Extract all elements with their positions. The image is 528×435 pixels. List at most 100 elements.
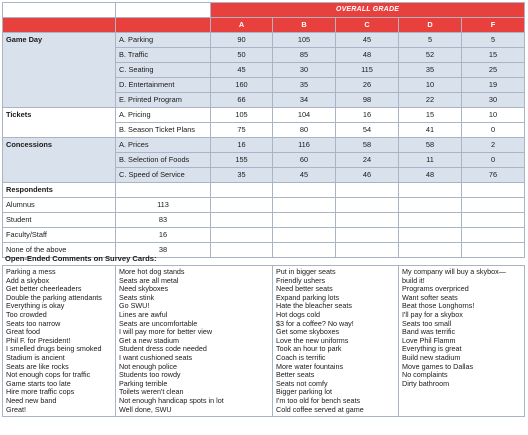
grade-count-cell: 2 <box>461 137 525 153</box>
comment-line: Expand parking lots <box>276 293 340 302</box>
grade-row: B. Season Ticket Plans 75 80 54 41 0 <box>3 122 525 138</box>
comment-line: I smelled drugs being smoked <box>6 345 102 354</box>
comment-line: Parking terrible <box>119 379 168 388</box>
grade-count-cell: 54 <box>335 122 399 138</box>
comment-line: Friendly ushers <box>276 276 326 285</box>
comment-line: My company will buy a skybox— <box>402 268 506 276</box>
item-label: B. Selection of Foods <box>115 152 211 168</box>
empty-cell <box>210 182 273 198</box>
empty-cell <box>210 197 273 213</box>
comment-line: Want softer seats <box>402 293 458 302</box>
header-blank-cell <box>115 17 211 33</box>
grade-header-d: D <box>398 17 462 33</box>
grade-count-cell: 58 <box>398 137 462 153</box>
empty-cell <box>272 212 336 228</box>
header-blank-cell <box>2 17 116 33</box>
comment-line: Programs overpriced <box>402 285 469 294</box>
item-label: A. Pricing <box>115 107 211 123</box>
comment-line: Hot dogs cold <box>276 310 320 319</box>
empty-cell <box>335 197 399 213</box>
empty-cell <box>398 227 462 243</box>
comment-line: Great food <box>6 328 40 337</box>
comment-line: Parking a mess <box>6 268 56 276</box>
grade-count-cell: 76 <box>461 167 525 183</box>
comment-line: I want cushioned seats <box>119 353 193 362</box>
grade-count-cell: 22 <box>398 92 462 108</box>
grade-count-cell: 85 <box>272 47 336 63</box>
empty-cell <box>461 197 525 213</box>
comment-line: Double the parking attendants <box>6 293 102 302</box>
grade-count-cell: 48 <box>335 47 399 63</box>
empty-cell <box>210 227 273 243</box>
grade-count-cell: 11 <box>398 152 462 168</box>
comment-line: I'll pay for a skybox <box>402 310 463 319</box>
grade-count-cell: 5 <box>461 32 525 48</box>
grade-count-cell: 58 <box>335 137 399 153</box>
comments-column: My company will buy a skybox— build it! Pr… <box>398 264 525 418</box>
comment-line: Add a skybox <box>6 276 50 285</box>
empty-cell <box>461 227 525 243</box>
comments-column: More hot dog stands Seats are all metal Ne… <box>115 264 273 418</box>
grade-count-cell: 25 <box>461 62 525 78</box>
item-label: D. Entertainment <box>115 77 211 93</box>
grade-count-cell: 50 <box>210 47 273 63</box>
comment-line: Seats not comfy <box>276 379 328 388</box>
empty-cell <box>272 227 336 243</box>
empty-cell <box>398 212 462 228</box>
grade-count-cell: 35 <box>398 62 462 78</box>
comment-line: Game starts too late <box>6 379 71 388</box>
grade-count-cell: 46 <box>335 167 399 183</box>
comments-title: Open-Ended Comments on Survey Cards: <box>5 254 157 263</box>
respondent-label: None of the above <box>2 242 116 258</box>
grade-count-cell: 155 <box>210 152 273 168</box>
comment-line: I'm too old for bench seats <box>276 396 361 405</box>
category-label: Game Day <box>2 32 116 108</box>
grade-header-c: C <box>335 17 399 33</box>
grade-count-cell: 48 <box>398 167 462 183</box>
item-label: B. Traffic <box>115 47 211 63</box>
grade-count-cell: 45 <box>272 167 336 183</box>
grade-count-cell: 105 <box>210 107 273 123</box>
comment-line: Need skyboxes <box>119 285 169 294</box>
comments-row: Parking a mess Add a skybox Get better che… <box>2 264 525 418</box>
grade-count-cell: 90 <box>210 32 273 48</box>
grade-count-cell: 10 <box>461 107 525 123</box>
respondent-row: None of the above 38 <box>2 242 525 258</box>
grade-count-cell: 0 <box>461 122 525 138</box>
item-label: E. Printed Program <box>115 92 211 108</box>
comment-line: Dirty bathroom <box>402 379 450 388</box>
comment-line: Seats are like rocks <box>6 362 69 371</box>
comment-line: Seats too narrow <box>6 319 61 328</box>
comment-line: Phil F. for President! <box>6 336 71 345</box>
respondent-count: 16 <box>115 227 211 243</box>
grade-count-cell: 10 <box>398 77 462 93</box>
item-label: C. Seating <box>115 62 211 78</box>
comment-line: More water fountains <box>276 362 344 371</box>
comment-line: More hot dog stands <box>119 268 185 276</box>
respondent-count: 83 <box>115 212 211 228</box>
comment-line: Cold coffee served at game <box>276 405 364 414</box>
grade-count-cell: 75 <box>210 122 273 138</box>
grade-count-cell: 160 <box>210 77 273 93</box>
grade-count-cell: 52 <box>398 47 462 63</box>
comments-table: Parking a mess Add a skybox Get better che… <box>2 264 525 418</box>
comment-line: Hire more traffic cops <box>6 388 75 397</box>
grade-row: Concessions A. Prices 16 116 58 58 2 <box>2 137 525 183</box>
empty-cell <box>335 227 399 243</box>
respondent-label: Faculty/Staff <box>2 227 116 243</box>
header-blank-cell <box>2 2 116 18</box>
comment-line: Well done, SWU <box>119 405 172 414</box>
grade-count-cell: 45 <box>335 32 399 48</box>
comment-line: Great! <box>6 405 26 414</box>
grade-header-a: A <box>210 17 273 33</box>
respondent-row: Student 83 <box>2 212 525 228</box>
comment-line: Love the new uniforms <box>276 336 349 345</box>
respondent-count: 113 <box>115 197 211 213</box>
grade-count-cell: 41 <box>398 122 462 138</box>
comment-line: Need better seats <box>276 285 333 294</box>
comment-line: Seats are uncomfortable <box>119 319 198 328</box>
comment-line: Better seats <box>276 371 315 380</box>
empty-cell <box>210 212 273 228</box>
item-label: C. Speed of Service <box>115 167 211 183</box>
grade-count-cell: 35 <box>210 167 273 183</box>
